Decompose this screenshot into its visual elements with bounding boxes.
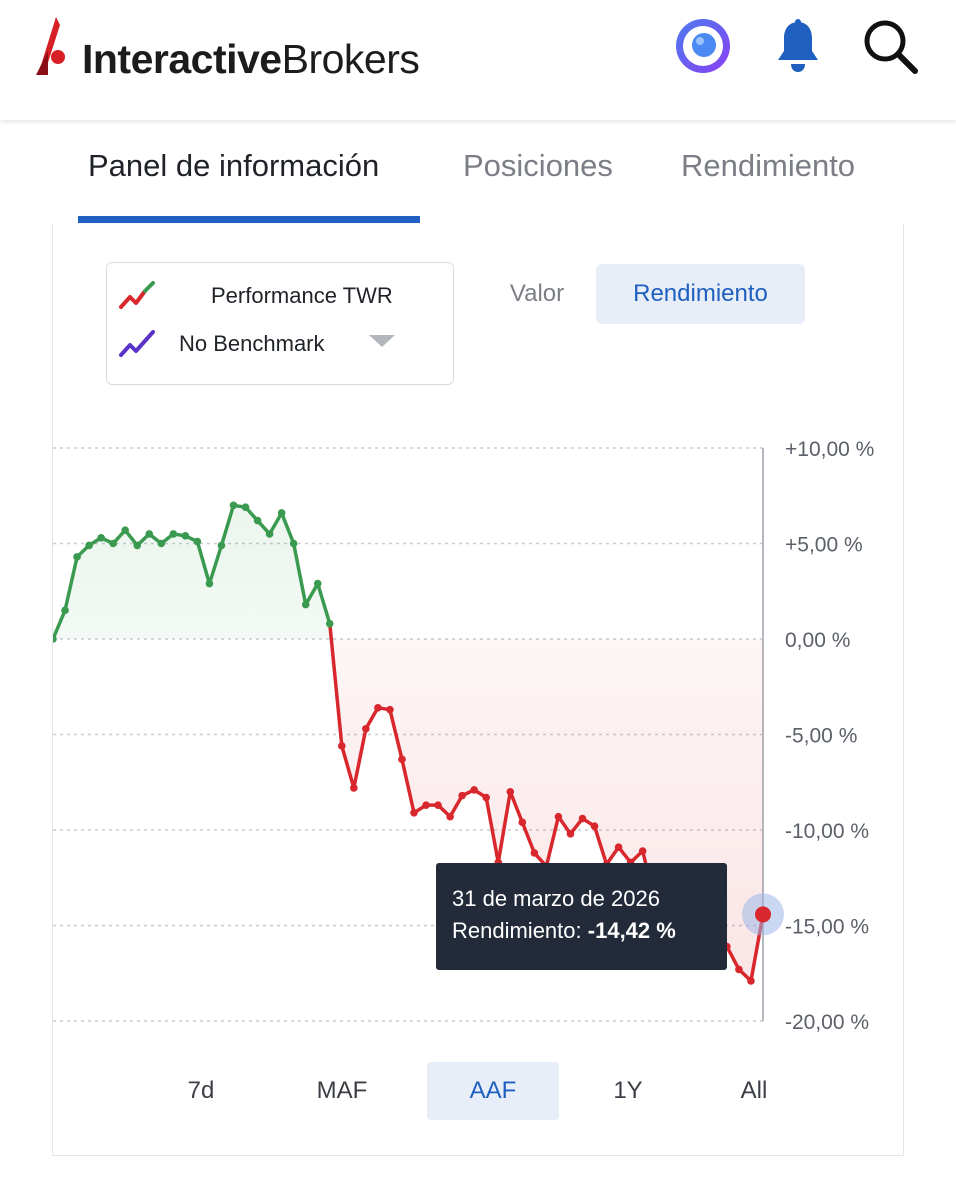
data-point bbox=[313, 579, 322, 588]
data-point bbox=[422, 801, 430, 809]
selector-primary-label: Performance TWR bbox=[211, 283, 393, 308]
data-point bbox=[434, 801, 442, 809]
performance-chart[interactable]: +10,00 % +5,00 % 0,00 % -5,00 % -10,00 % -15,… bbox=[53, 224, 905, 1156]
y-tick-label: +10,00 % bbox=[785, 438, 874, 461]
interactive-brokers-logo[interactable]: InteractiveBrokers bbox=[34, 12, 420, 82]
logo-word-brokers: Brokers bbox=[281, 35, 420, 82]
y-tick-label: -15,00 % bbox=[785, 916, 869, 939]
performance-selector[interactable]: Performance TWR No Benchmark bbox=[106, 262, 454, 385]
data-point bbox=[53, 635, 57, 643]
data-point bbox=[578, 814, 587, 823]
data-point bbox=[554, 812, 563, 821]
data-point bbox=[518, 818, 527, 827]
range-all-button[interactable]: All bbox=[740, 1077, 768, 1104]
y-tick-label: -10,00 % bbox=[785, 820, 869, 843]
data-point bbox=[410, 809, 418, 817]
y-tick-label: -5,00 % bbox=[785, 725, 857, 748]
data-point bbox=[265, 530, 274, 538]
data-point bbox=[398, 755, 406, 764]
tooltip-value-row: Rendimiento: -14,42 % bbox=[452, 915, 727, 947]
data-point bbox=[506, 788, 515, 796]
data-point bbox=[470, 786, 478, 794]
chevron-down-icon bbox=[369, 335, 395, 347]
data-point bbox=[217, 541, 226, 550]
range-7d-button[interactable]: 7d bbox=[187, 1077, 215, 1104]
data-point bbox=[133, 541, 142, 550]
data-point bbox=[590, 822, 599, 830]
range-1y-button[interactable]: 1Y bbox=[613, 1077, 643, 1104]
search-icon[interactable] bbox=[858, 14, 922, 78]
active-tab-indicator bbox=[78, 216, 420, 223]
data-point bbox=[253, 516, 262, 525]
data-point bbox=[482, 793, 491, 802]
data-point bbox=[566, 830, 575, 838]
app-header: InteractiveBrokers bbox=[0, 0, 956, 120]
tab-panel-informacion[interactable]: Panel de información bbox=[88, 148, 380, 183]
data-point bbox=[205, 579, 214, 588]
data-point bbox=[386, 705, 394, 714]
performance-card: Performance TWR No Benchmark Valor Rendi… bbox=[52, 224, 904, 1156]
data-point bbox=[301, 600, 310, 609]
y-tick-label: -20,00 % bbox=[785, 1011, 869, 1034]
data-point bbox=[374, 703, 382, 712]
data-point bbox=[458, 791, 466, 800]
chart-tooltip: 31 de marzo de 2026 Rendimiento: -14,42 … bbox=[436, 863, 727, 970]
data-point bbox=[229, 501, 238, 510]
data-point bbox=[85, 541, 93, 550]
data-point bbox=[530, 849, 539, 857]
data-point bbox=[241, 503, 250, 512]
y-tick-label: +5,00 % bbox=[785, 534, 863, 557]
data-point bbox=[638, 847, 647, 855]
data-point bbox=[446, 812, 454, 821]
tooltip-date: 31 de marzo de 2026 bbox=[452, 886, 660, 911]
logo-wordmark: InteractiveBrokers bbox=[82, 35, 420, 82]
data-point bbox=[362, 724, 370, 733]
logo-word-interactive: Interactive bbox=[82, 35, 282, 82]
mode-rendimiento-button[interactable]: Rendimiento bbox=[596, 264, 805, 324]
ib-logo-mark-icon bbox=[36, 17, 65, 75]
selected-data-point bbox=[755, 906, 771, 923]
data-point bbox=[325, 619, 334, 628]
positive-area-fill bbox=[53, 505, 330, 639]
y-tick-label: 0,00 % bbox=[785, 629, 850, 652]
mode-valor-button[interactable]: Valor bbox=[509, 280, 565, 307]
data-point bbox=[193, 537, 202, 546]
data-point bbox=[157, 539, 166, 548]
tab-posiciones[interactable]: Posiciones bbox=[463, 148, 613, 183]
data-point bbox=[61, 606, 69, 615]
benchmark-line-icon bbox=[119, 330, 155, 357]
selector-benchmark-label: No Benchmark bbox=[179, 331, 325, 356]
main-tabs: Panel de información Posiciones Rendimie… bbox=[0, 120, 956, 224]
tab-rendimiento[interactable]: Rendimiento bbox=[681, 148, 856, 183]
range-aaf-button[interactable]: AAF bbox=[427, 1062, 559, 1120]
data-point bbox=[614, 843, 623, 851]
bell-icon[interactable] bbox=[766, 14, 830, 78]
data-point bbox=[73, 553, 81, 561]
tooltip-value: -14,42 % bbox=[587, 918, 676, 943]
selector-benchmark-row: No Benchmark bbox=[119, 329, 325, 359]
data-point bbox=[169, 530, 178, 538]
data-point bbox=[735, 965, 743, 974]
data-point bbox=[109, 539, 117, 548]
data-point bbox=[97, 533, 105, 542]
range-maf-button[interactable]: MAF bbox=[316, 1077, 368, 1104]
data-point bbox=[145, 530, 154, 538]
assistant-orb-icon[interactable] bbox=[671, 14, 735, 78]
data-point bbox=[181, 532, 190, 540]
data-point bbox=[121, 526, 130, 534]
performance-line-icon bbox=[119, 281, 155, 309]
selector-primary-row: Performance TWR bbox=[119, 281, 393, 311]
data-point bbox=[350, 784, 358, 792]
data-point bbox=[289, 539, 298, 548]
data-point bbox=[747, 977, 755, 985]
tooltip-label: Rendimiento: bbox=[452, 918, 582, 943]
data-point bbox=[277, 509, 286, 517]
data-point bbox=[338, 742, 346, 750]
